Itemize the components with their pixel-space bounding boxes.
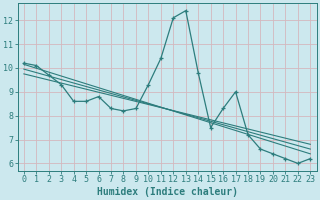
X-axis label: Humidex (Indice chaleur): Humidex (Indice chaleur) xyxy=(97,186,237,197)
